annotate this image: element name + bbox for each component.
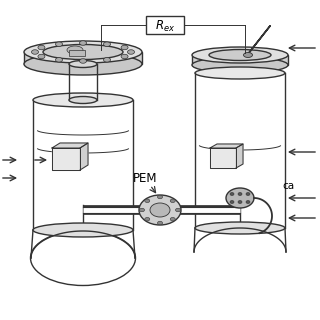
Text: PEM: PEM <box>133 172 157 185</box>
Bar <box>146 16 184 34</box>
Ellipse shape <box>175 208 180 212</box>
Ellipse shape <box>55 42 62 46</box>
Ellipse shape <box>69 60 97 68</box>
Ellipse shape <box>157 195 163 199</box>
Ellipse shape <box>24 53 142 75</box>
Ellipse shape <box>145 218 150 221</box>
Ellipse shape <box>140 208 145 212</box>
Ellipse shape <box>150 203 170 217</box>
Ellipse shape <box>24 41 142 63</box>
Ellipse shape <box>103 42 110 46</box>
Ellipse shape <box>230 193 234 196</box>
Ellipse shape <box>127 50 134 54</box>
Ellipse shape <box>195 222 285 234</box>
Polygon shape <box>52 143 88 148</box>
Ellipse shape <box>33 223 133 237</box>
Text: ca: ca <box>282 181 294 191</box>
Polygon shape <box>52 148 80 170</box>
Ellipse shape <box>103 58 110 62</box>
Ellipse shape <box>170 218 175 221</box>
Ellipse shape <box>145 199 150 203</box>
Ellipse shape <box>238 201 242 204</box>
Polygon shape <box>236 144 243 168</box>
Ellipse shape <box>209 50 271 60</box>
Ellipse shape <box>192 47 288 63</box>
Ellipse shape <box>226 188 254 208</box>
Bar <box>195 73 285 228</box>
Ellipse shape <box>79 59 86 63</box>
Ellipse shape <box>55 58 62 62</box>
Text: $R_{ex}$: $R_{ex}$ <box>155 19 175 34</box>
Ellipse shape <box>33 93 133 107</box>
Polygon shape <box>210 144 243 148</box>
Ellipse shape <box>31 50 38 54</box>
Ellipse shape <box>170 199 175 203</box>
Ellipse shape <box>43 44 123 60</box>
Ellipse shape <box>230 201 234 204</box>
Ellipse shape <box>238 193 242 196</box>
Ellipse shape <box>121 54 128 59</box>
Polygon shape <box>210 148 236 168</box>
Ellipse shape <box>246 201 250 204</box>
Ellipse shape <box>246 193 250 196</box>
Ellipse shape <box>195 67 285 79</box>
Bar <box>33 100 133 230</box>
Ellipse shape <box>244 52 252 58</box>
Ellipse shape <box>38 45 45 50</box>
Ellipse shape <box>38 54 45 59</box>
Ellipse shape <box>121 45 128 50</box>
Ellipse shape <box>192 57 288 73</box>
Bar <box>24 52 142 64</box>
Ellipse shape <box>30 230 135 285</box>
Ellipse shape <box>67 46 83 54</box>
Ellipse shape <box>157 221 163 225</box>
Ellipse shape <box>139 195 181 225</box>
Bar <box>69 50 85 56</box>
Ellipse shape <box>69 97 97 103</box>
Polygon shape <box>80 143 88 170</box>
Ellipse shape <box>79 41 86 45</box>
Bar <box>192 55 288 65</box>
